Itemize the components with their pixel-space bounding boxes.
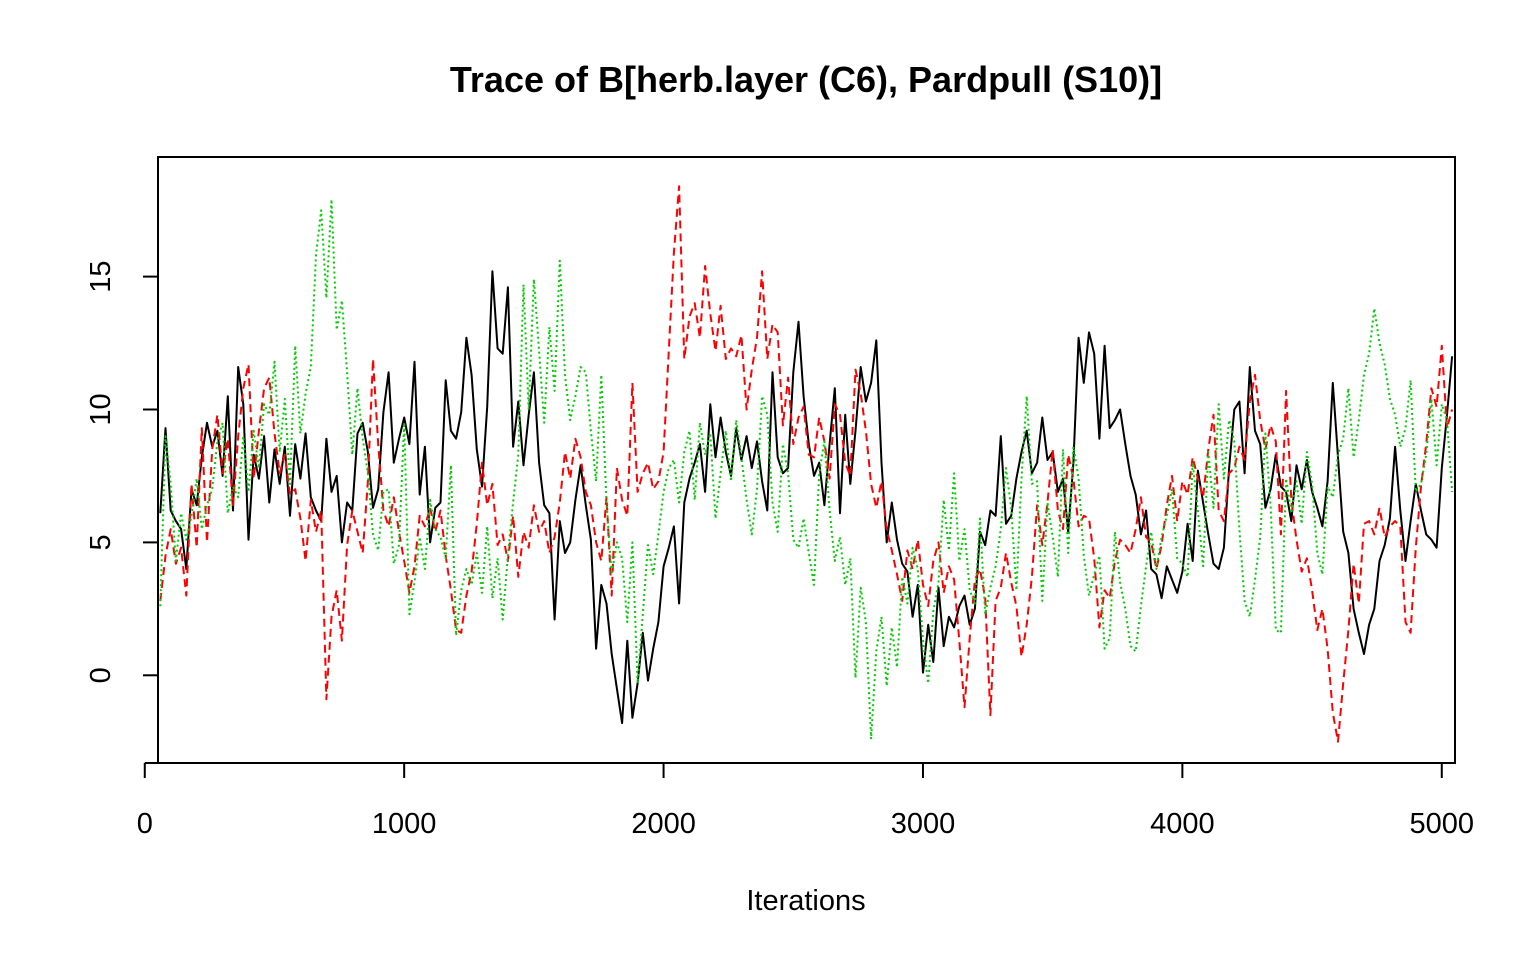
y-tick-label: 0 (85, 667, 117, 683)
y-tick-label: 10 (85, 393, 117, 425)
series-line-2 (160, 186, 1452, 742)
series-layer (160, 186, 1452, 742)
x-axis-label: Iterations (746, 885, 865, 917)
chart-title: Trace of B[herb.layer (C6), Pardpull (S1… (450, 59, 1162, 100)
x-tick-label: 3000 (891, 808, 956, 840)
x-tick-label: 4000 (1150, 808, 1215, 840)
plot-frame (158, 157, 1455, 763)
x-axis: 0 1000 2000 3000 4000 5000 (137, 763, 1474, 840)
x-tick-label: 5000 (1410, 808, 1475, 840)
y-tick-label: 15 (85, 260, 117, 292)
x-tick-label: 0 (137, 808, 153, 840)
series-line-1 (160, 271, 1452, 723)
x-tick-label: 2000 (631, 808, 696, 840)
y-tick-label: 5 (85, 534, 117, 550)
x-tick-label: 1000 (372, 808, 437, 840)
y-axis: 0 5 10 15 (85, 260, 158, 683)
series-line-3 (160, 200, 1452, 740)
